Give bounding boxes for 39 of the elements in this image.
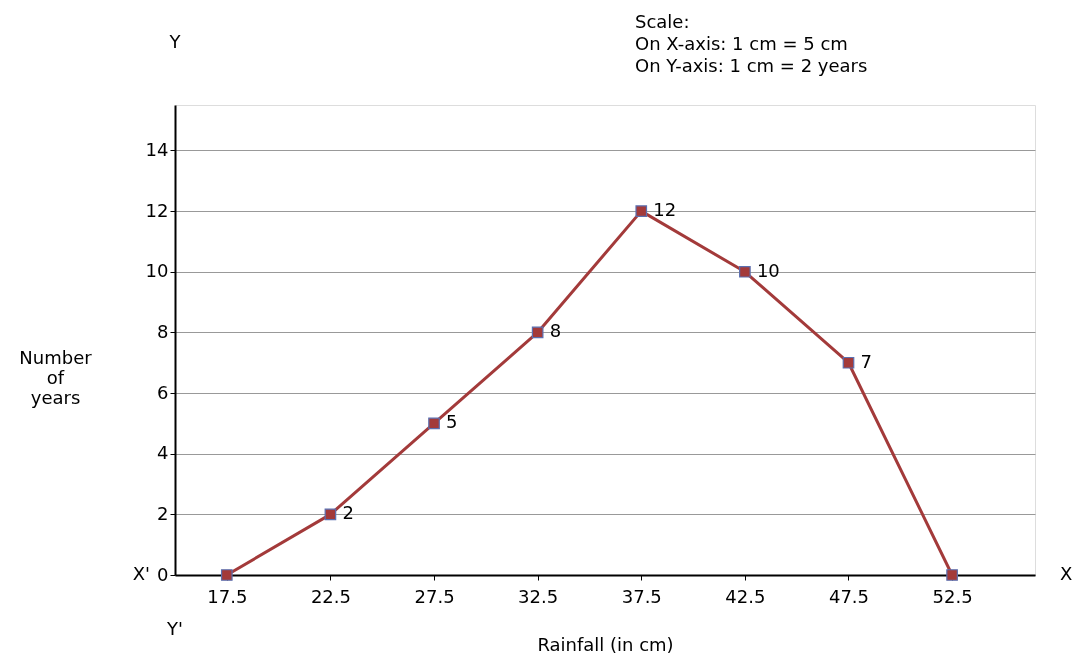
point [531, 326, 544, 339]
x-tick-label: 17.5 [207, 585, 248, 607]
y-tick-label: 10 [145, 260, 169, 282]
y-tick-label: 6 [157, 381, 169, 403]
data-label: 5 [446, 411, 458, 433]
text: X' [132, 563, 150, 584]
text: X [1060, 563, 1073, 584]
y-tick-label: 2 [157, 502, 169, 524]
y-axis-title: Number of years [19, 347, 93, 409]
point [220, 569, 233, 581]
text: Y [168, 31, 182, 52]
y-tick-label: 0 [157, 563, 169, 585]
y-tick-label: 12 [145, 199, 169, 221]
text: Scale: [635, 11, 690, 32]
x-tick-label: 52.5 [932, 585, 973, 607]
x-tick-label: 27.5 [414, 585, 455, 607]
text: On Y-axis: 1 cm = 2 years [635, 55, 868, 76]
data-label: 12 [653, 199, 677, 221]
x-axis-title: Rainfall (in cm) [537, 633, 674, 655]
x-tick-label: 47.5 [828, 585, 870, 607]
text: On X-axis: 1 cm = 5 cm [635, 33, 848, 54]
y-tick-label: 8 [157, 320, 169, 342]
x-tick-label: 22.5 [310, 585, 351, 607]
point [842, 356, 855, 369]
point [946, 569, 958, 581]
text: Y' [166, 618, 183, 639]
data-label: 8 [549, 320, 562, 342]
x-tick-label: 42.5 [725, 585, 766, 607]
point [428, 417, 440, 430]
y-tick-label: 14 [145, 138, 169, 160]
point [739, 265, 751, 278]
data-label: 10 [756, 259, 780, 281]
point [324, 508, 337, 521]
data-label: 7 [860, 350, 872, 372]
x-tick-label: 37.5 [621, 585, 662, 607]
y-tick-label: 4 [157, 442, 169, 464]
point [635, 205, 648, 217]
x-tick-label: 32.5 [518, 585, 559, 607]
data-label: 2 [342, 502, 354, 524]
